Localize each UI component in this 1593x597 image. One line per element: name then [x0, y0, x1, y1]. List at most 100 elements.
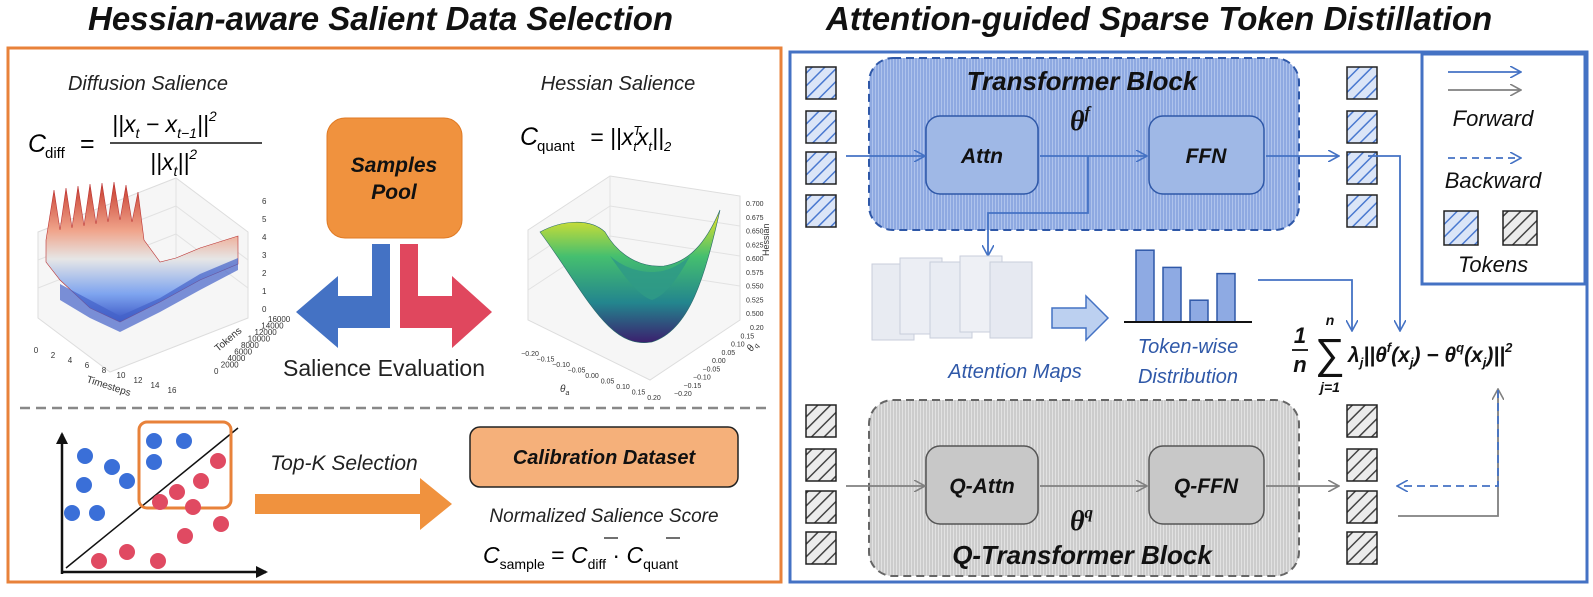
normalized-score-label: Normalized Salience Score — [489, 506, 718, 527]
q-output-token — [1346, 531, 1378, 565]
topk-arrow — [255, 478, 452, 530]
svg-text:Q-FFN: Q-FFN — [1174, 475, 1239, 498]
diffusion-z-tick: 0 — [262, 305, 267, 314]
diffusion-salience-heading: Diffusion Salience — [68, 73, 228, 95]
hessian-z-tick: 0.600 — [746, 256, 764, 263]
svg-text:n: n — [1293, 352, 1306, 377]
legend-tokens-label: Tokens — [1458, 252, 1528, 277]
diffusion-x-tick: 16 — [168, 386, 177, 395]
svg-text:Q-Transformer Block: Q-Transformer Block — [952, 540, 1213, 570]
svg-text:=: = — [80, 130, 95, 158]
right-panel-frame — [788, 50, 1589, 584]
red-points — [91, 453, 229, 569]
q-output-token — [1346, 490, 1378, 524]
fp-input-token — [805, 151, 837, 185]
diffusion-x-tick: 8 — [102, 366, 107, 375]
backward-arrow — [1398, 390, 1499, 486]
diffusion-z-tick: 4 — [262, 233, 267, 242]
svg-text:Transformer Block: Transformer Block — [967, 66, 1199, 96]
hessian-y-tick: 0.00 — [712, 358, 726, 365]
fp-output-token — [1346, 194, 1378, 228]
distribution-bar — [1135, 249, 1155, 323]
forward-arrows-fp — [846, 156, 1400, 330]
attention-maps-label: Attention Maps — [947, 361, 1081, 383]
legend: Forward Backward Tokens — [1420, 52, 1587, 286]
hessian-x-tick: 0.10 — [616, 384, 630, 391]
svg-text:C: C — [520, 123, 539, 151]
diffusion-y-tick: 2000 — [221, 361, 239, 370]
distribution-bar — [1189, 299, 1209, 323]
hessian-salience-heading: Hessian Salience — [541, 73, 696, 95]
hessian-y-tick: 0.05 — [722, 350, 736, 357]
ffn-box: FFN — [1148, 115, 1265, 195]
svg-text:||xt||2: ||xt||2 — [150, 146, 197, 179]
diffusion-x-tick: 0 — [34, 346, 39, 355]
diffusion-y-tick: 14000 — [261, 322, 284, 331]
q-transformer-block: θq Q-Transformer Block — [868, 399, 1300, 577]
fp-input-token — [805, 110, 837, 144]
diffusion-y-tick: 12000 — [255, 328, 278, 337]
hessian-x-tick: 0.05 — [601, 379, 615, 386]
diffusion-z-tick: 1 — [262, 287, 267, 296]
hessian-x-tick: 0.20 — [647, 395, 661, 402]
fp-output-token — [1346, 66, 1378, 100]
q-input-token — [805, 531, 837, 565]
hessian-z-tick: 0.525 — [746, 297, 764, 304]
sample-score-formula: Csample = Cdiff · Cquant — [483, 537, 680, 572]
svg-text:quant: quant — [537, 138, 575, 155]
hessian-z-tick: 0.675 — [746, 215, 764, 222]
svg-text:Calibration Dataset: Calibration Dataset — [513, 447, 697, 469]
diffusion-formula: C diff = ||xt − xt−1||2 ||xt||2 — [28, 108, 262, 179]
hessian-z-tick: 0.700 — [746, 201, 764, 208]
q-input-token — [805, 404, 837, 438]
diffusion-z-tick: 6 — [262, 197, 267, 206]
left-panel-frame — [6, 46, 783, 584]
svg-text:Samples: Samples — [351, 154, 437, 177]
svg-text:Hessian: Hessian — [761, 223, 771, 256]
distribution-bar — [1162, 266, 1182, 323]
hessian-z-tick: 0.650 — [746, 229, 764, 236]
input-tokens-fp — [805, 66, 837, 228]
legend-q-token-icon — [1502, 210, 1538, 246]
hessian-x-tick: 0.15 — [632, 390, 646, 397]
token-wise-distribution-chart — [1135, 249, 1236, 323]
svg-text:diff: diff — [45, 145, 66, 162]
svg-text:j=1: j=1 — [1318, 379, 1340, 395]
samples-pool-box: Samples Pool — [326, 117, 463, 239]
hessian-y-tick: 0.20 — [750, 325, 764, 332]
fp-output-token — [1346, 151, 1378, 185]
distribution-bar — [1216, 272, 1236, 323]
hessian-x-tick: −0.20 — [521, 351, 539, 358]
hessian-x-tick: −0.15 — [537, 357, 555, 364]
hessian-y-tick: −0.15 — [684, 383, 702, 390]
svg-text:λj||θf(xj) − θq(xj)||2: λj||θf(xj) − θq(xj)||2 — [1347, 340, 1513, 370]
attn-box: Attn — [925, 115, 1039, 195]
diffusion-x-tick: 14 — [151, 381, 160, 390]
hessian-surface-plot: Hessian θa θq −0.20−0.15−0.10−0.050.000.… — [521, 175, 771, 402]
diffusion-y-tick: 16000 — [268, 315, 291, 324]
attention-maps — [871, 255, 1033, 341]
left-panel-title: Hessian-aware Salient Data Selection — [88, 0, 674, 37]
svg-text:θf: θf — [1070, 103, 1093, 137]
blue-points — [64, 433, 192, 521]
diffusion-y-tick: 4000 — [228, 354, 246, 363]
svg-text:Attn: Attn — [960, 145, 1003, 168]
output-tokens-fp — [1346, 66, 1378, 228]
diffusion-y-tick: 8000 — [241, 341, 259, 350]
diffusion-x-tick: 2 — [51, 351, 56, 360]
input-tokens-q — [805, 404, 837, 565]
hessian-x-tick: −0.10 — [552, 362, 570, 369]
legend-forward-label: Forward — [1453, 106, 1534, 131]
svg-text:Q-Attn: Q-Attn — [949, 475, 1014, 498]
q-output-token — [1346, 448, 1378, 482]
svg-text:||xt − xt−1||2: ||xt − xt−1||2 — [112, 108, 217, 141]
diffusion-z-tick: 5 — [262, 215, 267, 224]
salience-split-arrow-blue — [296, 244, 390, 348]
q-output-token — [1346, 404, 1378, 438]
diffusion-z-tick: 3 — [262, 251, 267, 260]
right-panel-title: Attention-guided Sparse Token Distillati… — [826, 0, 1493, 37]
svg-text:Csample = Cdiff · Cquant: Csample = Cdiff · Cquant — [483, 542, 678, 572]
output-tokens-q — [1346, 404, 1378, 565]
